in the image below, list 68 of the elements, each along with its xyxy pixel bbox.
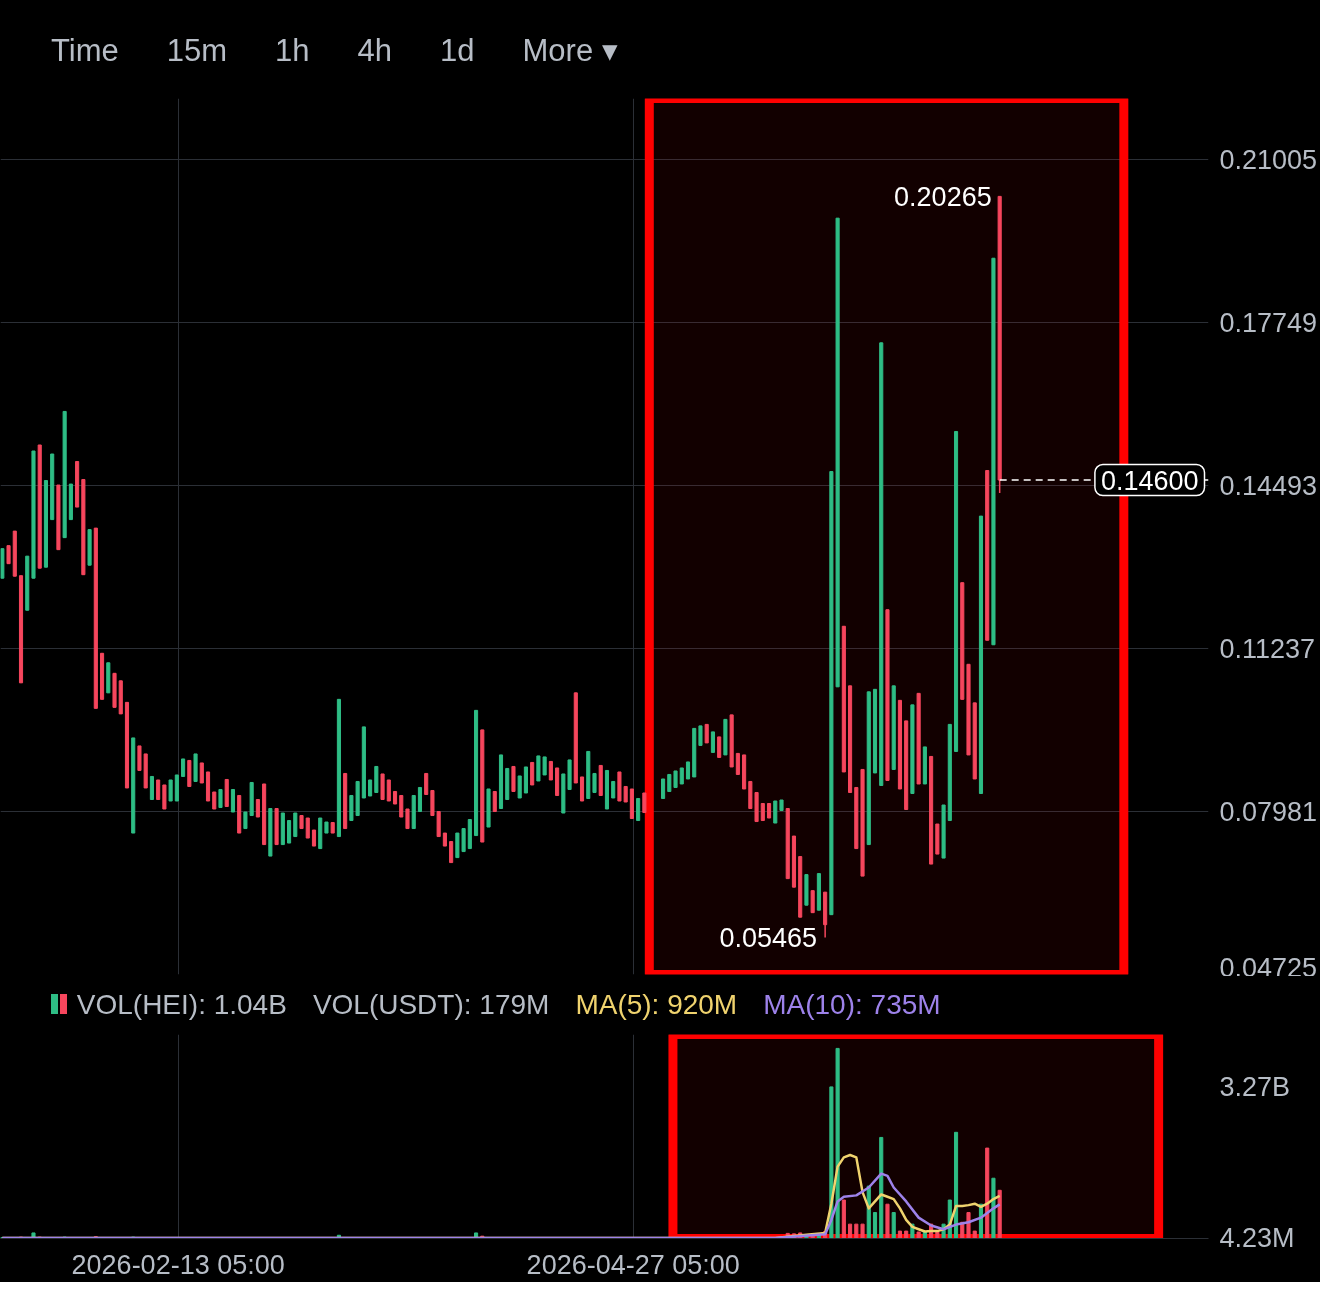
candlestick bbox=[149, 775, 154, 800]
candlestick bbox=[704, 723, 709, 744]
bar bbox=[841, 1199, 846, 1239]
text: 4h bbox=[357, 33, 393, 68]
candlestick bbox=[230, 788, 236, 813]
candlestick bbox=[287, 820, 292, 844]
text: 1d bbox=[440, 33, 475, 68]
text: 1h bbox=[275, 33, 310, 68]
bar bbox=[891, 1212, 896, 1239]
bar bbox=[972, 1230, 977, 1239]
candlestick bbox=[642, 792, 647, 814]
candlestick bbox=[717, 736, 722, 758]
text: 15m bbox=[166, 33, 228, 68]
candlestick bbox=[492, 790, 497, 813]
x-tick-label: 2026-02-13 05:00 bbox=[71, 1249, 285, 1280]
candlestick bbox=[305, 817, 310, 839]
bar bbox=[916, 1231, 921, 1239]
y-tick-label: 0.21005 bbox=[1219, 144, 1318, 175]
candlestick bbox=[592, 772, 597, 793]
bar bbox=[935, 1231, 940, 1239]
y-tick-label: 0.11237 bbox=[1219, 633, 1316, 664]
y-tick-label: 0.14493 bbox=[1219, 470, 1318, 501]
annotation: 0.20265 bbox=[894, 181, 992, 212]
bar bbox=[897, 1230, 902, 1239]
bar bbox=[904, 1230, 909, 1239]
text: MA(10): 735M bbox=[763, 989, 941, 1020]
candlestick bbox=[168, 779, 173, 802]
candlestick bbox=[199, 762, 204, 784]
y-tick-label: 4.23M bbox=[1219, 1223, 1295, 1254]
candlestick bbox=[293, 812, 298, 838]
candlestick bbox=[661, 778, 666, 799]
text: More ▾ bbox=[522, 33, 618, 68]
y-tick-label: 3.27B bbox=[1219, 1071, 1291, 1102]
candlestick bbox=[386, 779, 391, 802]
candlestick bbox=[735, 752, 740, 775]
candlestick bbox=[156, 779, 161, 800]
text: VOL(USDT): 179M bbox=[312, 989, 550, 1020]
candlestick bbox=[449, 841, 454, 864]
bar bbox=[953, 1131, 959, 1239]
y-tick-label: 0.17749 bbox=[1219, 307, 1318, 338]
y-tick-label: 0.04725 bbox=[1219, 952, 1318, 983]
candlestick bbox=[710, 731, 715, 753]
candlestick bbox=[773, 800, 778, 824]
bar bbox=[879, 1136, 884, 1239]
ref-line-label: 0.14600 bbox=[1100, 465, 1199, 496]
x-tick-label: 2026-04-27 05:00 bbox=[526, 1249, 740, 1280]
candlestick bbox=[218, 788, 223, 809]
annotation: 0.05465 bbox=[719, 922, 818, 953]
candlestick bbox=[424, 772, 429, 795]
bar bbox=[997, 1189, 1002, 1239]
candlestick bbox=[810, 889, 815, 914]
candlestick bbox=[636, 798, 641, 822]
text: Time bbox=[51, 33, 119, 68]
candlestick bbox=[517, 775, 522, 799]
bar bbox=[848, 1223, 853, 1239]
text: MA(5): 920M bbox=[575, 989, 738, 1020]
candlestick bbox=[399, 794, 404, 818]
candlestick bbox=[548, 760, 553, 781]
candlestick bbox=[6, 544, 11, 565]
legend-label: VOL(HEI): 1.04B bbox=[75, 989, 287, 1020]
candlestick bbox=[530, 761, 535, 786]
y-tick-label: 0.07981 bbox=[1219, 796, 1318, 827]
candlestick bbox=[405, 808, 410, 830]
candlestick bbox=[698, 725, 703, 747]
bar bbox=[985, 1147, 990, 1239]
bar bbox=[885, 1203, 890, 1239]
line-series bbox=[1, 1172, 1001, 1239]
bar bbox=[872, 1212, 878, 1239]
